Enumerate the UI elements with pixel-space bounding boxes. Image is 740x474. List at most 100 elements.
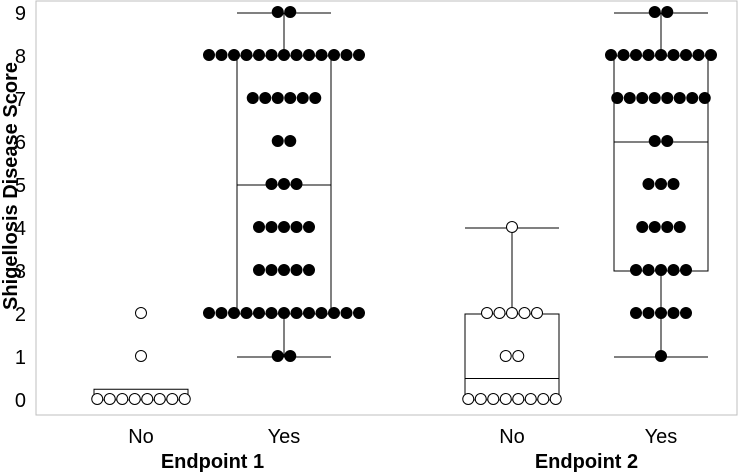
data-point (481, 307, 493, 319)
data-point (705, 49, 717, 61)
data-point (636, 92, 649, 104)
data-point (265, 264, 278, 276)
data-point (271, 135, 284, 147)
data-point (661, 221, 674, 233)
data-point (284, 6, 297, 18)
y-tick-label: 9 (15, 3, 26, 25)
data-point (296, 92, 309, 104)
y-tick-label: 5 (15, 175, 26, 197)
data-point (537, 393, 550, 405)
y-tick-label: 4 (15, 218, 26, 240)
data-point (524, 393, 537, 405)
data-point (290, 307, 303, 319)
y-tick-label: 1 (15, 347, 26, 369)
y-tick-label: 2 (15, 304, 26, 326)
data-point (290, 178, 303, 190)
data-point (630, 307, 642, 319)
box-iqr (464, 313, 560, 401)
data-point (303, 221, 315, 233)
x-category-label: No (499, 426, 525, 448)
data-point (667, 264, 680, 276)
data-point (611, 92, 624, 104)
data-point (648, 92, 661, 104)
y-axis-title: Shigellosis Disease Score (0, 62, 22, 310)
data-point (328, 49, 340, 61)
data-point (340, 307, 353, 319)
data-point (141, 393, 154, 405)
data-point (253, 307, 265, 319)
data-point (203, 307, 215, 319)
y-tick-label: 8 (15, 46, 26, 68)
data-point (353, 49, 365, 61)
y-tick-label: 7 (15, 89, 26, 111)
x-category-label: Yes (645, 426, 678, 448)
data-point (240, 307, 253, 319)
x-group-label: Endpoint 2 (535, 451, 638, 473)
data-point (166, 393, 179, 405)
data-point (265, 307, 278, 319)
data-point (353, 307, 365, 319)
x-group-label: Endpoint 1 (161, 451, 264, 473)
data-point (91, 393, 104, 405)
data-point (661, 92, 674, 104)
data-point (328, 307, 340, 319)
data-point (253, 264, 265, 276)
data-point (135, 307, 147, 319)
data-point (667, 307, 680, 319)
data-point (667, 178, 680, 190)
data-point (284, 350, 297, 362)
data-point (642, 49, 655, 61)
data-point (240, 49, 253, 61)
data-point (474, 393, 487, 405)
data-point (303, 49, 315, 61)
data-point (116, 393, 129, 405)
data-point (661, 6, 674, 18)
data-point (265, 49, 278, 61)
data-point (636, 221, 649, 233)
y-tick-label: 0 (15, 390, 26, 412)
data-point (128, 393, 141, 405)
data-point (549, 393, 562, 405)
data-point (303, 307, 315, 319)
data-point (278, 307, 290, 319)
data-point (499, 393, 512, 405)
data-point (642, 178, 655, 190)
data-point (605, 49, 617, 61)
box-series (93, 12, 709, 401)
data-point (265, 178, 278, 190)
data-point (506, 221, 518, 233)
data-point (617, 49, 630, 61)
data-point (271, 92, 284, 104)
data-point (265, 221, 278, 233)
data-point (692, 49, 705, 61)
data-point (512, 393, 525, 405)
data-point (290, 264, 303, 276)
data-point (153, 393, 166, 405)
data-point (648, 221, 661, 233)
data-point (487, 393, 500, 405)
data-point (667, 49, 680, 61)
data-point (271, 6, 284, 18)
data-point (680, 307, 692, 319)
data-point (686, 92, 699, 104)
data-point (648, 6, 661, 18)
data-point (518, 307, 531, 319)
data-point (673, 221, 686, 233)
data-point (290, 49, 303, 61)
data-point (655, 49, 667, 61)
data-point (290, 221, 303, 233)
data-point (284, 135, 297, 147)
data-point (253, 221, 265, 233)
box-iqr (613, 55, 709, 272)
data-point (655, 350, 667, 362)
x-category-label: Yes (268, 426, 301, 448)
data-point (278, 178, 290, 190)
data-point (278, 264, 290, 276)
data-point (203, 49, 215, 61)
data-point (278, 221, 290, 233)
data-point (642, 307, 655, 319)
data-point (228, 307, 240, 319)
data-point (493, 307, 506, 319)
